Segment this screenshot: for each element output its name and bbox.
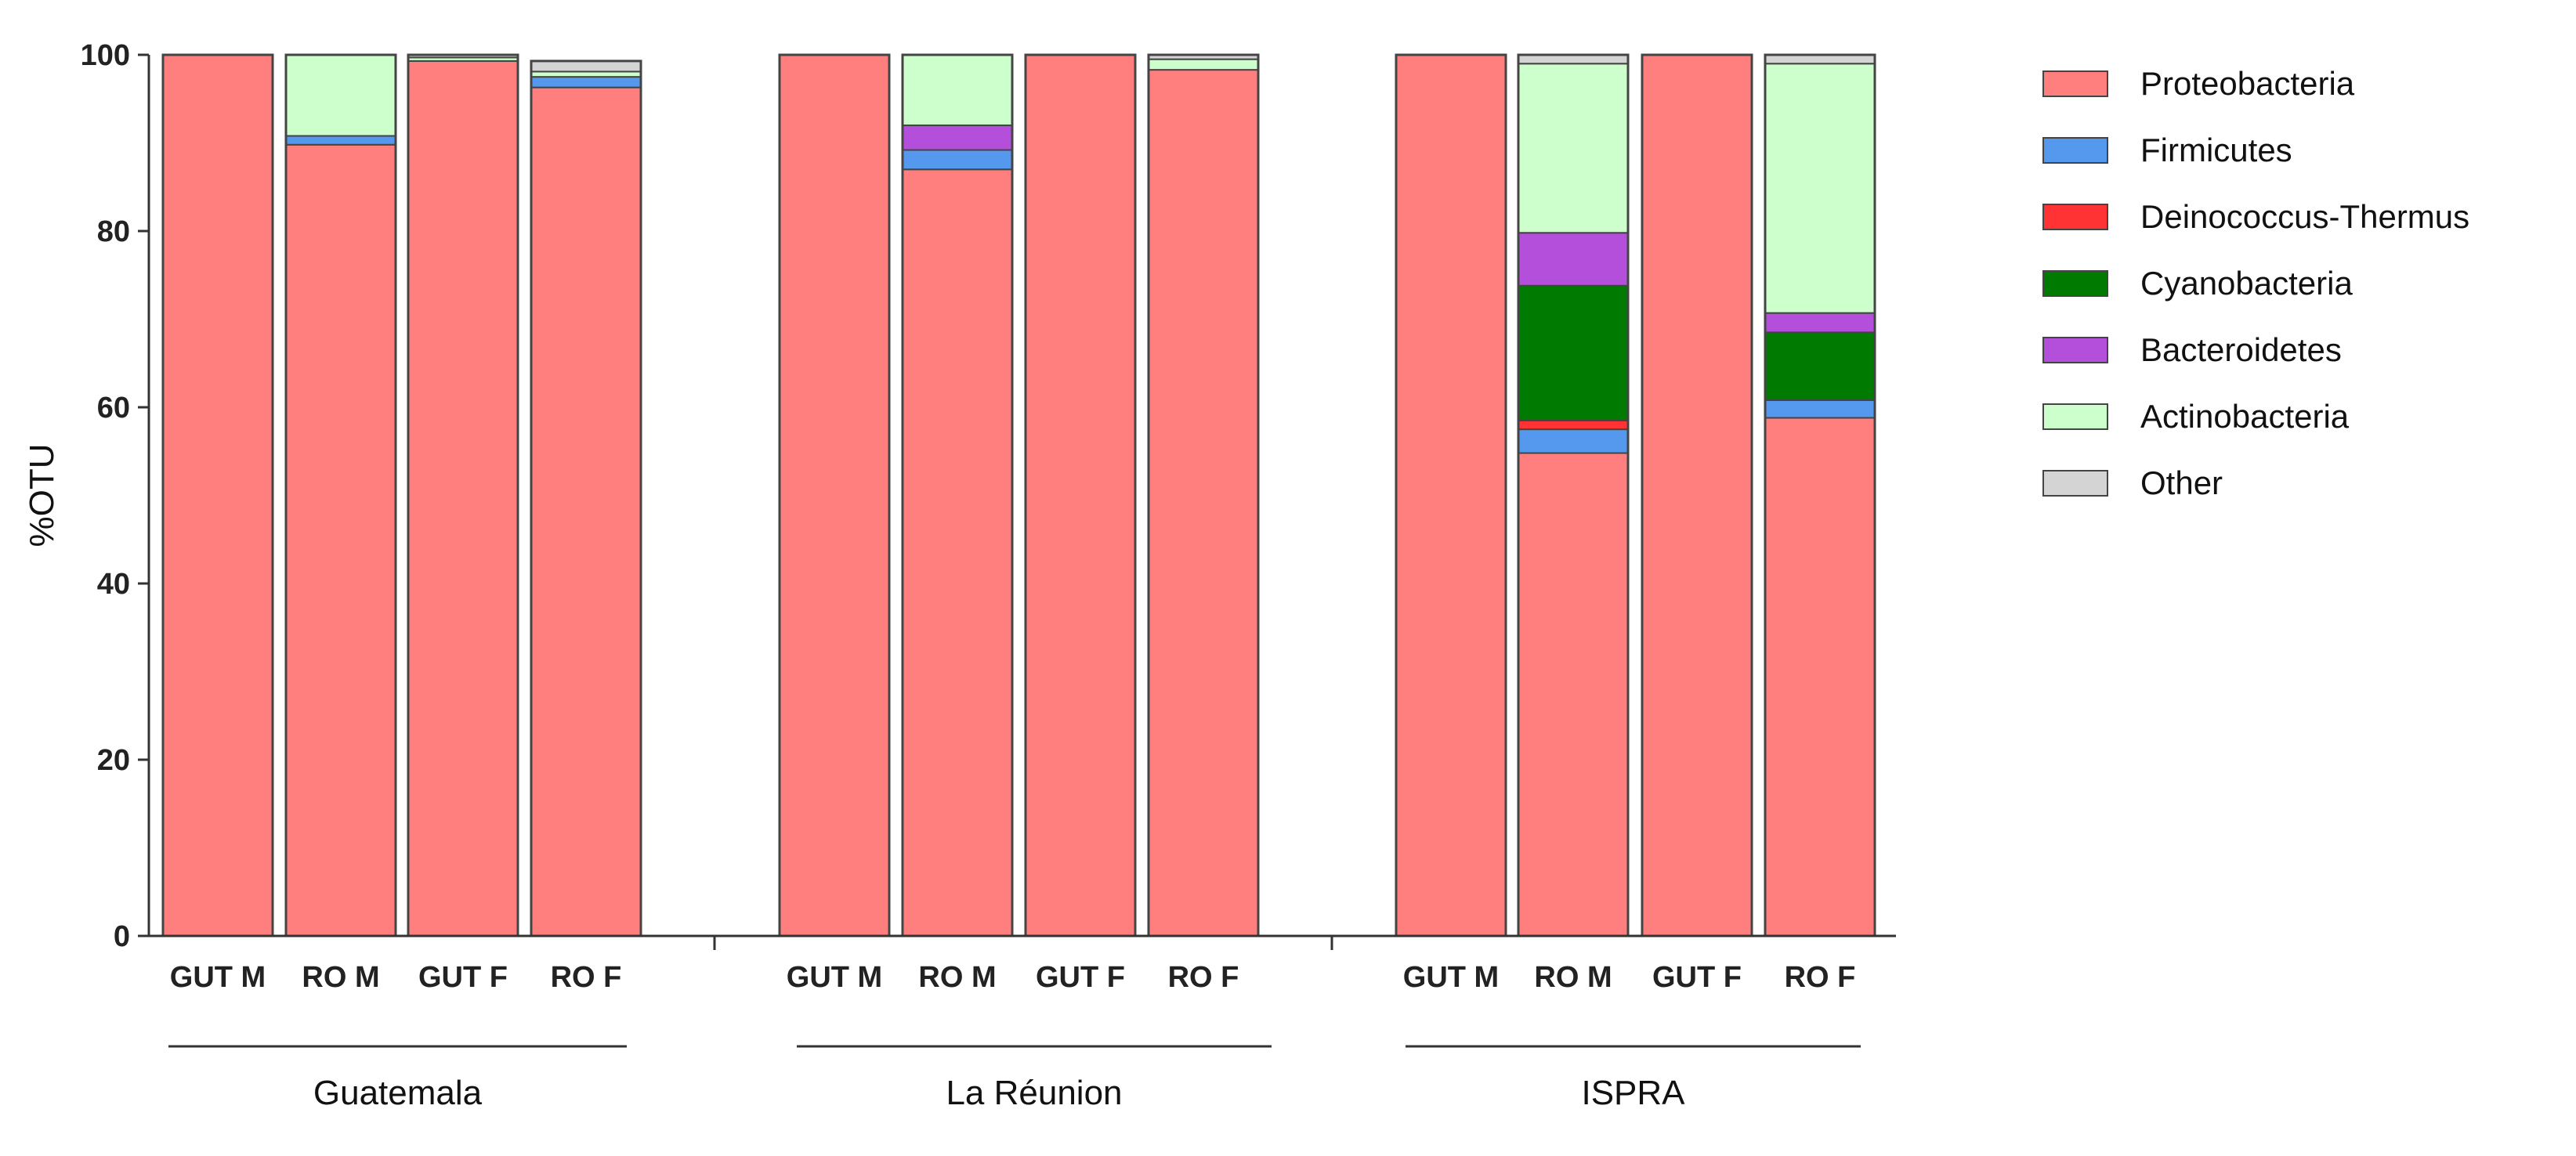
y-tick-label: 20 [97, 744, 130, 777]
legend-label: Cyanobacteria [2140, 265, 2353, 302]
bar-segment-proteobacteria-11 [1764, 417, 1876, 937]
legend-label: Proteobacteria [2140, 65, 2355, 102]
bar-segment-cyanobacteria-11 [1764, 331, 1876, 401]
bar-segment-proteobacteria-9 [1518, 452, 1629, 937]
x-category-label: GUT M [170, 961, 266, 994]
legend-swatch-firmicutes [2042, 137, 2108, 164]
x-category-label: RO M [302, 961, 379, 994]
legend-swatch-bacteroidetes [2042, 337, 2108, 363]
legend-label: Other [2140, 464, 2223, 501]
x-category-label: RO F [551, 961, 622, 994]
y-tick-label: 100 [81, 39, 130, 72]
bar-segment-bacteroidetes-9 [1518, 232, 1629, 287]
legend-swatch-cyanobacteria [2042, 270, 2108, 297]
x-category-label: GUT F [418, 961, 508, 994]
bar-segment-proteobacteria-8 [1395, 54, 1507, 937]
y-tick-label: 60 [97, 392, 130, 424]
bar-segment-firmicutes-11 [1764, 399, 1876, 419]
bar-segment-actinobacteria-3 [530, 70, 642, 78]
x-category-label: RO F [1785, 961, 1856, 994]
group-label: Guatemala [313, 1074, 483, 1112]
x-category-label: GUT F [1652, 961, 1742, 994]
bar-segment-proteobacteria-1 [285, 143, 396, 937]
bar-segment-proteobacteria-0 [162, 54, 273, 937]
bar-segment-actinobacteria-9 [1518, 63, 1629, 234]
bar-segment-bacteroidetes-5 [902, 125, 1013, 151]
bar-segment-proteobacteria-4 [779, 54, 890, 937]
y-tick-label: 40 [97, 568, 130, 601]
bar-segment-actinobacteria-5 [902, 54, 1013, 126]
x-category-label: GUT M [1403, 961, 1499, 994]
bar-segment-other-11 [1764, 54, 1876, 65]
bar-segment-bacteroidetes-11 [1764, 312, 1876, 334]
bar-segment-proteobacteria-5 [902, 168, 1013, 937]
y-axis-title: %OTU [23, 444, 61, 547]
legend: Proteobacteria Firmicutes Deinococcus-Ther… [2042, 65, 2469, 501]
legend-label: Deinococcus-Thermus [2140, 198, 2469, 235]
legend-swatch-deinococcus-thermus [2042, 204, 2108, 230]
bar-segment-other-9 [1518, 54, 1629, 65]
y-tick-label: 80 [97, 215, 130, 248]
bar-segment-actinobacteria-1 [285, 54, 396, 137]
plot-area [161, 53, 1876, 937]
legend-swatch-other [2042, 470, 2108, 497]
bar-segment-other-3 [530, 60, 642, 73]
axes: 0 20 40 60 80 100 %OTU GUT M RO M GUT F RO F GUT M R… [23, 39, 1896, 1112]
legend-swatch-actinobacteria [2042, 403, 2108, 430]
x-category-label: RO M [918, 961, 996, 994]
bar-segment-deinococcus-thermus-9 [1518, 419, 1629, 431]
bar-segment-firmicutes-5 [902, 149, 1013, 171]
legend-swatch-proteobacteria [2042, 70, 2108, 97]
x-category-label: RO F [1168, 961, 1239, 994]
bar-segment-firmicutes-3 [530, 76, 642, 89]
bar-segment-cyanobacteria-9 [1518, 284, 1629, 421]
bar-segment-proteobacteria-2 [407, 60, 519, 937]
x-category-label: GUT F [1036, 961, 1125, 994]
x-category-label: RO M [1534, 961, 1612, 994]
bar-segment-actinobacteria-7 [1148, 58, 1259, 71]
bar-segment-proteobacteria-3 [530, 86, 642, 937]
bar-segment-proteobacteria-6 [1025, 54, 1136, 937]
y-tick-label: 0 [114, 920, 130, 953]
bar-segment-firmicutes-9 [1518, 428, 1629, 454]
group-label: ISPRA [1581, 1074, 1685, 1112]
bar-segment-proteobacteria-10 [1641, 54, 1753, 937]
x-category-label: GUT M [787, 961, 882, 994]
legend-label: Firmicutes [2140, 132, 2292, 168]
legend-label: Actinobacteria [2140, 398, 2350, 435]
bar-segment-proteobacteria-7 [1148, 69, 1259, 937]
group-label: La Réunion [946, 1074, 1122, 1112]
legend-label: Bacteroidetes [2140, 331, 2342, 368]
bar-segment-actinobacteria-11 [1764, 63, 1876, 314]
bar-segment-firmicutes-1 [285, 135, 396, 146]
